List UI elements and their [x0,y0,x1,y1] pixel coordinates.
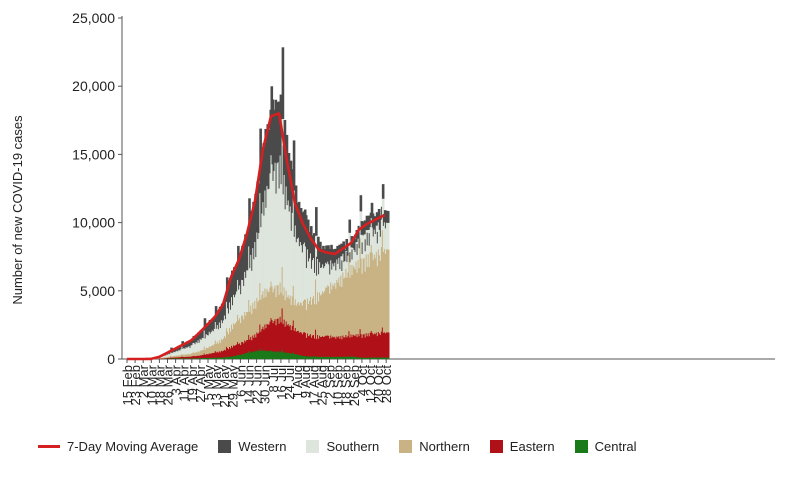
x-tick-label: 28 Oct [379,365,394,404]
bar-segment-central [387,358,390,359]
bar-segment-western [348,220,351,233]
y-tick-label: 5,000 [80,283,115,299]
y-tick-label: 0 [107,351,115,367]
bar-segment-northern [387,250,390,333]
legend-swatch-moving-average [38,445,60,448]
y-axis-label: Number of new COVID-19 cases [10,80,25,340]
bar-segment-western [382,184,385,199]
legend-swatch-northern [399,440,412,453]
legend-item-southern: Southern [306,439,379,454]
legend-swatch-eastern [490,440,503,453]
bar-segment-western [293,140,296,190]
legend-label-central: Central [595,439,637,454]
legend-label-eastern: Eastern [510,439,555,454]
legend-swatch-western [218,440,231,453]
legend-label-moving-average: 7-Day Moving Average [67,439,198,454]
bar-segment-southern [387,223,390,250]
legend-item-moving-average: 7-Day Moving Average [38,439,198,454]
y-tick-label: 15,000 [72,146,115,162]
legend: 7-Day Moving Average Western Southern No… [38,436,778,456]
y-tick-label: 25,000 [72,10,115,26]
bar-segment-western [387,211,390,223]
bar-segment-western [360,195,363,211]
y-tick-label: 10,000 [72,215,115,231]
legend-item-central: Central [575,439,637,454]
legend-item-northern: Northern [399,439,470,454]
y-tick-label: 20,000 [72,78,115,94]
bar-segment-eastern [387,332,390,357]
bar-segment-western [282,47,285,119]
bar-segment-western [315,207,318,236]
legend-swatch-southern [306,440,319,453]
legend-label-southern: Southern [326,439,379,454]
legend-item-western: Western [218,439,286,454]
legend-label-western: Western [238,439,286,454]
legend-swatch-central [575,440,588,453]
legend-item-eastern: Eastern [490,439,555,454]
legend-label-northern: Northern [419,439,470,454]
